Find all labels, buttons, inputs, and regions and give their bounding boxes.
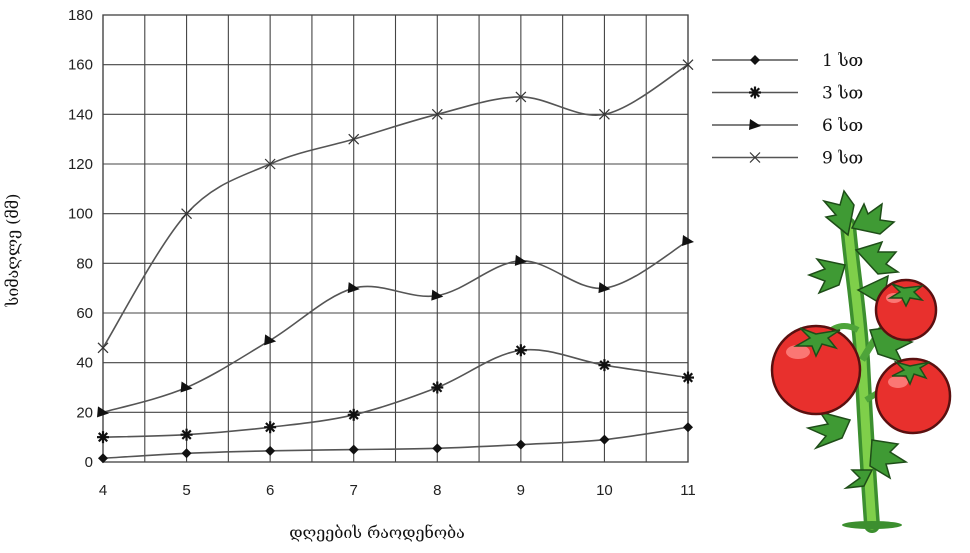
y-tick-label: 100: [68, 206, 93, 223]
series-point: [749, 152, 761, 163]
series-point: [599, 108, 610, 120]
x-tick-label: 11: [680, 482, 696, 499]
x-axis-label: დღეების რაოდენობა: [289, 523, 465, 542]
legend-item: 6 სთ: [712, 116, 863, 136]
series-point: [598, 282, 611, 294]
series-3: [97, 234, 694, 418]
series-point: [431, 381, 444, 394]
legend: 1 სთ 3 სთ 6 სთ 9 სთ: [712, 51, 863, 169]
series-point: [348, 133, 360, 145]
legend-item: 1 სთ: [712, 51, 863, 71]
series-point: [181, 448, 192, 459]
series-point: [347, 282, 360, 294]
y-tick-label: 20: [76, 404, 93, 421]
x-tick-label: 10: [596, 482, 613, 499]
x-tick-label: 7: [350, 482, 358, 499]
y-axis-label: სიმაღლე (მმ): [3, 194, 22, 308]
legend-label: 1 სთ: [822, 51, 863, 71]
series-point: [347, 408, 360, 421]
series-point: [515, 439, 526, 450]
series-point: [599, 434, 610, 445]
legend-label: 3 სთ: [822, 84, 863, 104]
series-point: [180, 428, 193, 441]
series-4: [97, 59, 694, 354]
series-point: [431, 289, 444, 301]
series-point: [682, 59, 694, 71]
series-point: [180, 381, 193, 393]
series-point: [97, 406, 109, 418]
series-1: [98, 422, 693, 464]
legend-item: 3 სთ: [712, 84, 863, 104]
y-tick-label: 120: [68, 156, 93, 173]
x-tick-label: 5: [182, 482, 190, 499]
series-point: [515, 91, 527, 103]
series-point: [265, 445, 276, 456]
y-tick-label: 40: [76, 355, 93, 372]
y-tick-label: 160: [68, 57, 93, 74]
series-line: [102, 348, 689, 438]
y-tick-label: 80: [76, 255, 93, 272]
series-point: [264, 421, 277, 434]
series-line: [102, 426, 689, 460]
series-point: [598, 359, 611, 372]
y-tick-label: 180: [68, 7, 93, 24]
x-tick-label: 6: [266, 482, 274, 499]
series-2: [97, 344, 694, 444]
tomato-plant-icon: [770, 189, 952, 533]
series-point: [514, 254, 527, 266]
chart-grid: [102, 14, 689, 463]
series-point: [749, 119, 761, 130]
series-point: [264, 334, 277, 346]
legend-item: 9 სთ: [712, 149, 863, 169]
y-axis-ticks: 0 20 40 60 80 100 120 140 160 180: [68, 7, 93, 471]
series-point: [264, 158, 276, 170]
series-point: [750, 55, 760, 65]
series-point: [682, 234, 694, 246]
x-tick-label: 4: [99, 482, 107, 499]
x-axis-ticks: 4 5 6 7 8 9 10 11: [99, 482, 696, 499]
x-tick-label: 9: [517, 482, 525, 499]
series-point: [348, 444, 359, 455]
legend-label: 6 სთ: [822, 116, 863, 136]
y-tick-label: 60: [76, 305, 93, 322]
y-tick-label: 0: [85, 454, 93, 471]
series-point: [181, 208, 192, 220]
series-point: [97, 342, 109, 354]
series-point: [97, 431, 109, 444]
series-point: [98, 453, 108, 464]
series-point: [682, 371, 694, 384]
y-tick-label: 140: [68, 106, 93, 123]
legend-label: 9 სთ: [822, 149, 863, 169]
series-point: [683, 422, 693, 433]
series-point: [749, 86, 761, 99]
series-line: [102, 240, 689, 414]
series-point: [432, 443, 443, 454]
series-point: [514, 344, 527, 357]
series-point: [431, 108, 443, 120]
series-group: [97, 59, 694, 464]
x-tick-label: 8: [433, 482, 441, 499]
